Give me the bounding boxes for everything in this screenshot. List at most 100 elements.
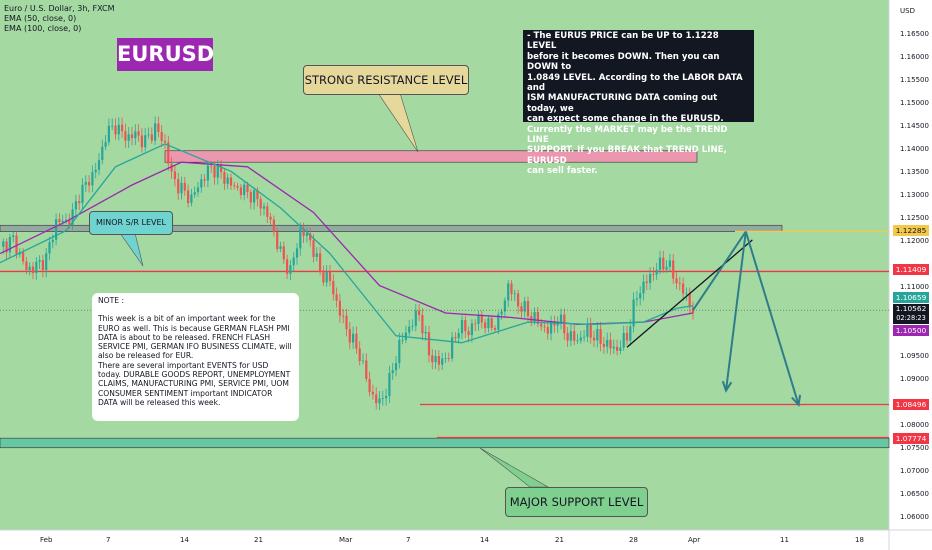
analysis-line: can expect some change in the EURUSD. xyxy=(527,114,724,125)
y-tick: 1.09500 xyxy=(900,352,929,360)
zone-2 xyxy=(0,437,890,449)
candle-body xyxy=(335,294,338,301)
candle-body xyxy=(622,332,625,348)
candle-body xyxy=(688,293,691,308)
candle-body xyxy=(487,318,490,329)
candle-body xyxy=(289,265,292,274)
candle-body xyxy=(348,329,351,343)
candle-body xyxy=(226,177,229,184)
candle-body xyxy=(589,324,592,338)
candle-body xyxy=(38,260,41,262)
candle-body xyxy=(64,219,68,221)
arrow-head-0 xyxy=(721,380,733,393)
candle-body xyxy=(249,192,252,203)
candle-body xyxy=(665,266,668,270)
arrow-head-1 xyxy=(791,394,802,407)
candle-body xyxy=(361,360,365,362)
candle-body xyxy=(22,252,25,262)
x-tick: Feb xyxy=(40,536,53,544)
candle-body xyxy=(424,332,427,334)
y-tick: 1.11000 xyxy=(900,283,929,291)
x-tick: 28 xyxy=(629,536,638,544)
candle-body xyxy=(150,134,153,141)
candle-body xyxy=(599,329,602,345)
candle-body xyxy=(31,266,35,274)
candle-body xyxy=(682,283,685,294)
candle-body xyxy=(8,237,11,253)
candle-body xyxy=(71,209,74,225)
candle-body xyxy=(266,206,269,217)
candle-body xyxy=(200,179,203,188)
analysis-line: 1.0849 LEVEL. According to the LABOR DAT… xyxy=(527,72,743,94)
candle-body xyxy=(510,283,513,294)
candle-body xyxy=(319,253,322,272)
candle-body xyxy=(454,337,457,339)
candle-body xyxy=(74,201,77,210)
candle-body xyxy=(279,246,282,249)
candle-body xyxy=(460,320,464,334)
price-label-target: 1.08496 xyxy=(893,399,929,410)
x-tick: 11 xyxy=(780,536,789,544)
candle-body xyxy=(180,182,183,194)
candle-body xyxy=(25,261,28,271)
candle-body xyxy=(239,187,242,195)
candle-body xyxy=(606,339,609,347)
candle-body xyxy=(678,283,681,284)
candle-body xyxy=(94,169,97,173)
candle-body xyxy=(193,192,196,195)
candle-body xyxy=(573,331,576,341)
candle-body xyxy=(675,278,678,284)
candle-body xyxy=(137,131,140,136)
candle-body xyxy=(464,320,467,332)
candle-body xyxy=(236,186,239,188)
candle-body xyxy=(592,337,596,341)
candle-body xyxy=(550,321,553,334)
candle-body xyxy=(645,281,648,283)
y-axis-unit: USD xyxy=(900,7,915,15)
candle-body xyxy=(480,314,483,323)
candle-body xyxy=(503,300,506,312)
ema50-line xyxy=(0,143,694,344)
candle-body xyxy=(642,281,645,294)
candle-body xyxy=(533,312,536,322)
candle-body xyxy=(84,182,87,185)
candle-body xyxy=(140,135,143,148)
candle-body xyxy=(368,378,371,392)
candle-body xyxy=(526,301,530,317)
zone-1 xyxy=(0,224,783,232)
candle-body xyxy=(546,327,549,334)
candle-body xyxy=(259,199,262,209)
candle-body xyxy=(474,323,477,325)
candle-body xyxy=(375,394,378,404)
y-tick: 1.15500 xyxy=(900,76,929,84)
analysis-box: - The EURUS PRICE can be UP to 1.1228 LE… xyxy=(523,30,754,176)
candle-body xyxy=(253,190,256,203)
x-tick: 21 xyxy=(555,536,564,544)
candle-body xyxy=(371,391,374,395)
candle-body xyxy=(338,300,341,316)
candle-body xyxy=(381,398,384,400)
candle-body xyxy=(672,260,675,279)
x-tick: 14 xyxy=(480,536,489,544)
candle-body xyxy=(55,219,58,240)
candle-body xyxy=(632,299,635,327)
candle-body xyxy=(391,370,394,374)
x-tick: Mar xyxy=(339,536,353,544)
candle-body xyxy=(477,314,480,324)
candle-body xyxy=(437,356,440,365)
candle-body xyxy=(576,340,579,342)
candle-body xyxy=(652,273,655,275)
candle-body xyxy=(233,185,236,187)
candle-body xyxy=(2,241,5,247)
candle-body xyxy=(282,246,285,260)
candle-body xyxy=(655,269,658,275)
candle-body xyxy=(312,240,315,257)
candle-body xyxy=(213,165,216,178)
candle-body xyxy=(101,146,104,161)
candle-body xyxy=(81,184,84,204)
candle-body xyxy=(246,184,249,193)
candle-body xyxy=(114,125,117,135)
candle-body xyxy=(421,314,424,334)
candle-body xyxy=(625,332,629,341)
x-tick: Apr xyxy=(688,536,701,544)
